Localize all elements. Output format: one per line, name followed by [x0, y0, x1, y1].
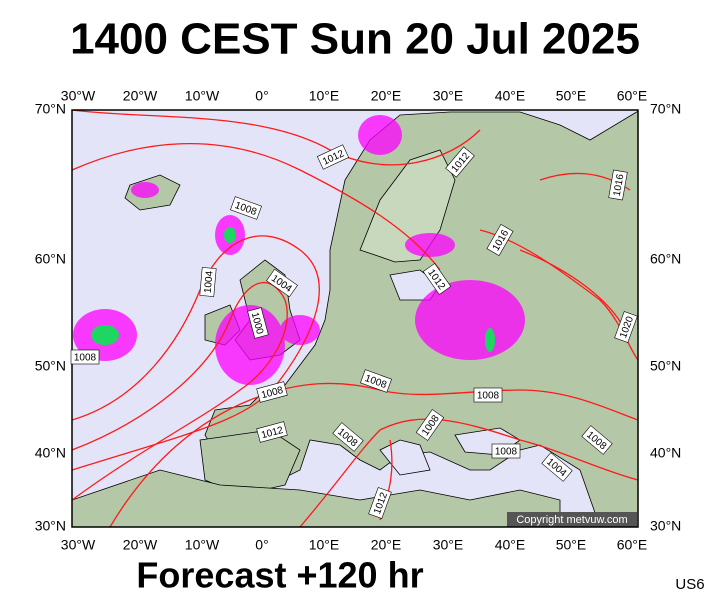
longitude-label: 0° [255, 537, 268, 553]
station: US6 [675, 576, 704, 593]
longitude-label: 50°E [556, 88, 587, 104]
isobar-label-box [256, 421, 288, 443]
isobar-label-text: 1008 [495, 447, 518, 458]
isobar-label-box [422, 263, 452, 295]
latitude-label: 30°N [35, 518, 66, 534]
map-frame [71, 109, 639, 528]
latitude-label: 50°N [650, 358, 681, 374]
isobar-label-text: 1008 [74, 353, 97, 364]
isobar-label-text: 1004 [203, 270, 216, 294]
isobar-label-box [368, 487, 392, 519]
latitude-label: 40°N [35, 445, 66, 461]
isobar-label-box [316, 144, 350, 170]
isobar-label-box [473, 387, 503, 403]
isobar-label: 1000 [247, 307, 269, 339]
longitude-label: 30°E [433, 88, 464, 104]
isobar-label-box [445, 146, 475, 178]
isobar-label: 1008 [256, 381, 288, 403]
longitude-label: 30°W [61, 537, 96, 553]
longitude-label: 20°W [123, 88, 158, 104]
isobar-label-box [360, 369, 392, 393]
isobar-label-box [256, 381, 288, 403]
latitude-label: 30°N [650, 518, 681, 534]
isobar-label-box [266, 268, 298, 298]
isobar-label-text: 1008 [477, 391, 500, 402]
longitude-label: 30°E [433, 537, 464, 553]
isobar-label-box [486, 223, 514, 257]
longitude-label: 50°E [556, 537, 587, 553]
isobar-label-box [415, 409, 445, 441]
isobar-label-box [541, 452, 573, 482]
longitude-label: 10°E [309, 537, 340, 553]
title: 1400 CEST Sun 20 Jul 2025 [70, 15, 640, 64]
isobar-label-box [491, 443, 521, 459]
latitude-label: 40°N [650, 445, 681, 461]
isobar-label-box [230, 196, 262, 220]
isobar-label: 1012 [256, 421, 288, 443]
longitude-label: 20°E [371, 88, 402, 104]
latitude-label: 70°N [650, 101, 681, 117]
longitude-label: 0° [255, 88, 268, 104]
isobar-label-box [581, 425, 613, 455]
copyright: Copyright metvuw.com [516, 514, 627, 526]
latitude-label: 50°N [35, 358, 66, 374]
longitude-label: 30°W [61, 88, 96, 104]
latitude-label: 60°N [35, 251, 66, 267]
latitude-label: 60°N [650, 251, 681, 267]
isobar-label: 1004 [199, 267, 217, 297]
longitude-label: 10°W [185, 537, 220, 553]
longitude-label: 20°E [371, 537, 402, 553]
isobar-label-box [70, 349, 100, 365]
longitude-label: 60°E [617, 537, 648, 553]
isobar-label-box [608, 169, 628, 201]
isobar-label-text: 1016 [612, 173, 627, 197]
longitude-label: 10°E [309, 88, 340, 104]
footer: Forecast +120 hr [136, 555, 423, 596]
isobar-label: 1008 [70, 349, 100, 365]
isobar-label: 1016 [608, 169, 628, 201]
map-area: Copyright metvuw.com [72, 110, 638, 527]
latitude-label: 70°N [35, 101, 66, 117]
isobar-label-box [199, 267, 217, 297]
longitude-label: 40°E [495, 88, 526, 104]
longitude-label: 10°W [185, 88, 220, 104]
longitude-label: 20°W [123, 537, 158, 553]
longitude-label: 60°E [617, 88, 648, 104]
longitude-label: 40°E [495, 537, 526, 553]
isobar-label-box [332, 422, 364, 452]
isobar-label: 1008 [581, 425, 613, 455]
isobar-label-box [614, 311, 638, 343]
isobar-label-box [247, 307, 269, 339]
isobar-label: 1008 [473, 387, 503, 403]
isobar-label: 1008 [491, 443, 521, 459]
